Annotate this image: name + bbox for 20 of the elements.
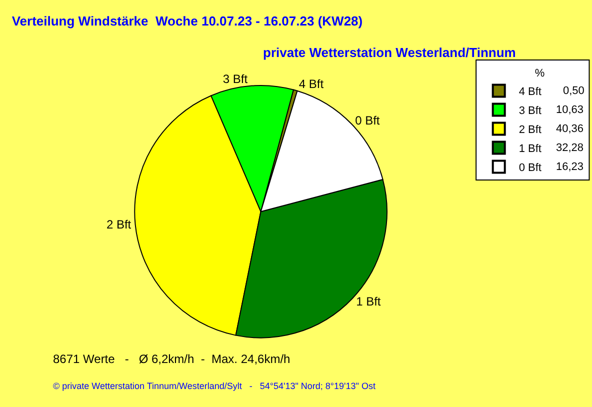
- slice-label: 3 Bft: [222, 72, 248, 86]
- data-label: 32,28: [556, 142, 584, 154]
- legend-label: 1 Bft: [518, 143, 542, 156]
- data-label: 0,50: [563, 85, 584, 97]
- slice-label: 4 Bft: [298, 76, 324, 91]
- legend-label: 4 Bft: [518, 86, 542, 98]
- slice-label: 1 Bft: [356, 294, 382, 309]
- data-label: 40,36: [556, 123, 584, 135]
- data-label: 10,63: [556, 104, 584, 116]
- legend-label: 0 Bft: [518, 162, 542, 174]
- chart-subtitle: private Wetterstation Westerland/Tinnum: [263, 45, 516, 60]
- chart-title: Verteilung Windstärke Woche 10.07.23 - 16.07.23 (KW28): [12, 13, 363, 28]
- data-label: 16,23: [556, 161, 584, 173]
- legend-label: 2 Bft: [518, 124, 542, 136]
- slice-label: 2 Bft: [106, 218, 132, 232]
- text: 8671 Werte - Ø 6,2km/h - Max. 24,6km/h: [53, 352, 290, 366]
- slice-label: 0 Bft: [355, 114, 380, 128]
- legend-title: %: [534, 67, 545, 80]
- legend-label: 3 Bft: [518, 105, 542, 118]
- text: © private Wetterstation Tinnum/Westerland/Sylt - 54°54'13" Nord; 8°19'13" Ost: [53, 381, 376, 391]
